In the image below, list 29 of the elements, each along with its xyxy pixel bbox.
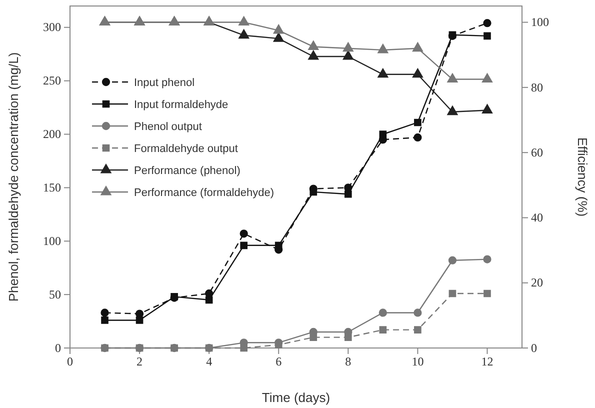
x-tick-label: 6 [276, 354, 282, 369]
legend-label: Formaldehyde output [134, 143, 238, 155]
y2-tick-label: 60 [531, 145, 543, 160]
y2-axis-title: Efficiency (%) [575, 137, 590, 217]
y2-tick-label: 0 [531, 340, 537, 355]
x-tick-label: 8 [345, 354, 352, 369]
legend-label: Input phenol [134, 77, 195, 89]
y-tick-label: 300 [43, 20, 61, 34]
legend-label: Phenol output [134, 121, 202, 133]
y2-tick-label: 80 [531, 80, 543, 94]
y-tick-label: 150 [43, 180, 61, 195]
y2-tick-label: 20 [531, 276, 543, 290]
y-tick-label: 0 [55, 340, 61, 355]
y-tick-label: 50 [49, 287, 61, 302]
x-tick-label: 12 [481, 354, 494, 369]
legend-label: Performance (phenol) [134, 165, 240, 177]
y2-tick-label: 40 [531, 210, 543, 225]
legend-label: Input formaldehyde [134, 99, 228, 111]
y2-tick-label: 100 [531, 15, 549, 30]
x-tick-label: 10 [412, 354, 424, 369]
y-tick-label: 100 [43, 234, 61, 248]
x-tick-label: 4 [206, 354, 212, 369]
y-tick-label: 200 [43, 127, 61, 142]
y-axis-title: Phenol, formaldehyde concentration (mg/L) [6, 52, 21, 302]
legend-label: Performance (formaldehyde) [134, 187, 274, 199]
x-tick-label: 0 [67, 354, 73, 369]
y-tick-label: 250 [43, 74, 61, 88]
x-axis-title: Time (days) [262, 390, 330, 405]
x-tick-label: 2 [136, 354, 143, 369]
